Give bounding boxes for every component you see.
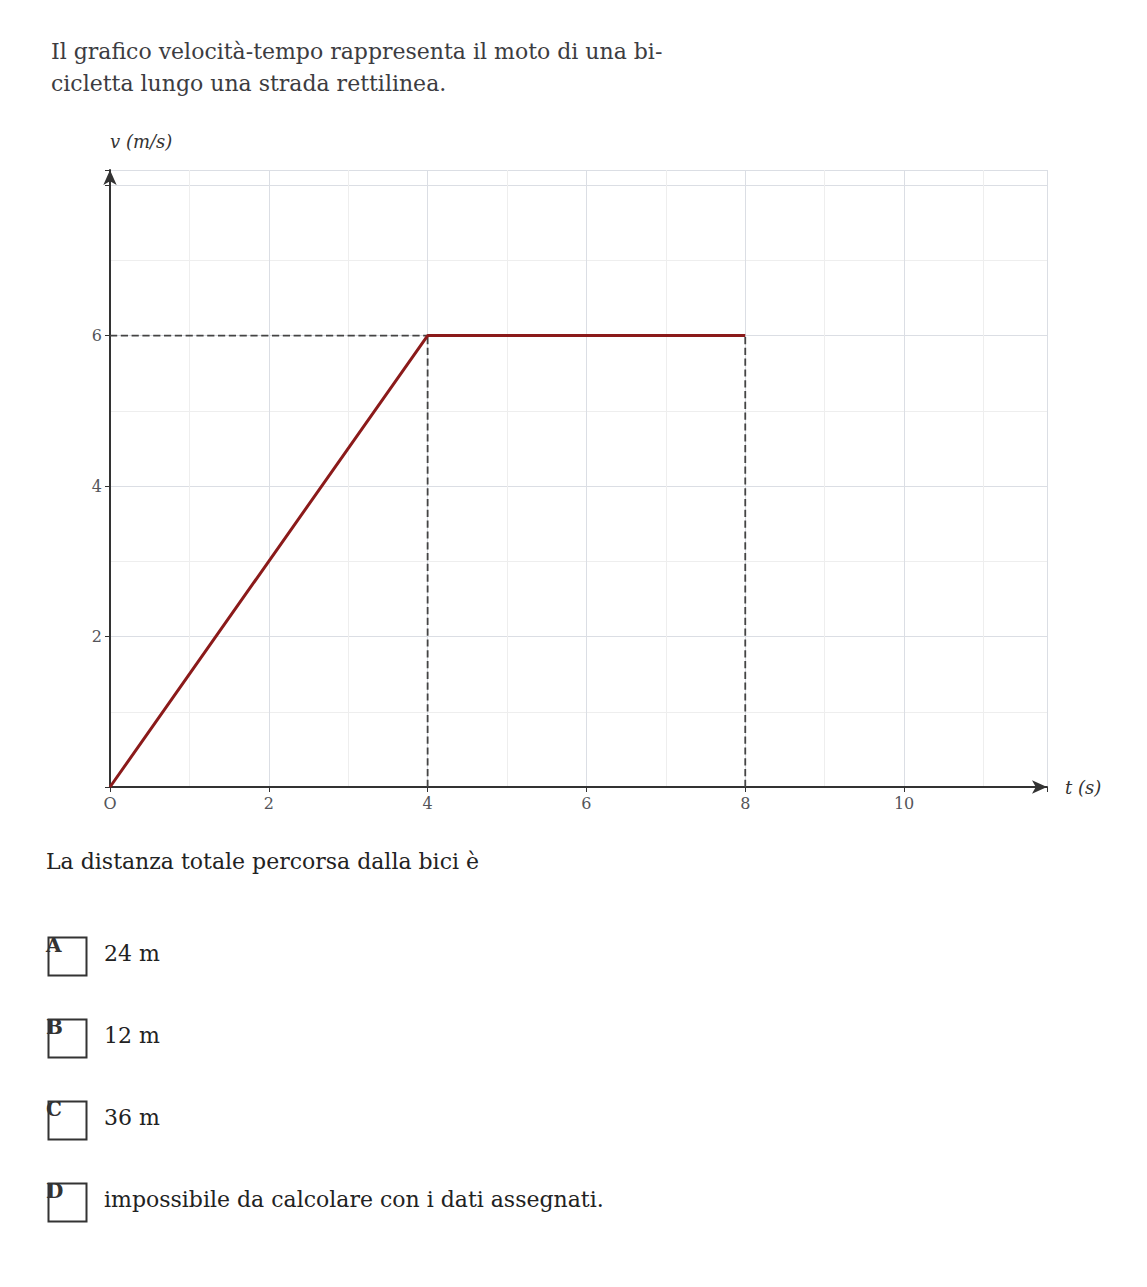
svg-text:D: D — [46, 1179, 63, 1203]
svg-text:12 m: 12 m — [104, 1023, 160, 1048]
svg-text:A: A — [45, 933, 62, 957]
svg-text:4: 4 — [423, 794, 433, 813]
svg-text:24 m: 24 m — [104, 941, 160, 966]
svg-text:C: C — [46, 1097, 62, 1121]
svg-text:4: 4 — [92, 477, 102, 496]
svg-text:36 m: 36 m — [104, 1105, 160, 1130]
svg-text:O: O — [103, 794, 116, 813]
svg-text:Il grafico velocità-tempo rapp: Il grafico velocità-tempo rappresenta il… — [51, 39, 662, 64]
svg-text:v (m/s): v (m/s) — [110, 131, 172, 152]
svg-text:B: B — [46, 1015, 63, 1039]
svg-text:2: 2 — [92, 627, 102, 646]
svg-text:cicletta lungo una strada rett: cicletta lungo una strada rettilinea. — [51, 71, 446, 96]
svg-text:6: 6 — [581, 794, 591, 813]
svg-text:La distanza totale percorsa da: La distanza totale percorsa dalla bici è — [46, 849, 479, 874]
svg-text:8: 8 — [740, 794, 750, 813]
svg-text:10: 10 — [894, 794, 914, 813]
svg-text:6: 6 — [92, 326, 102, 345]
svg-text:2: 2 — [264, 794, 274, 813]
svg-text:impossibile da calcolare con i: impossibile da calcolare con i dati asse… — [104, 1187, 604, 1212]
svg-text:t (s): t (s) — [1065, 777, 1101, 798]
